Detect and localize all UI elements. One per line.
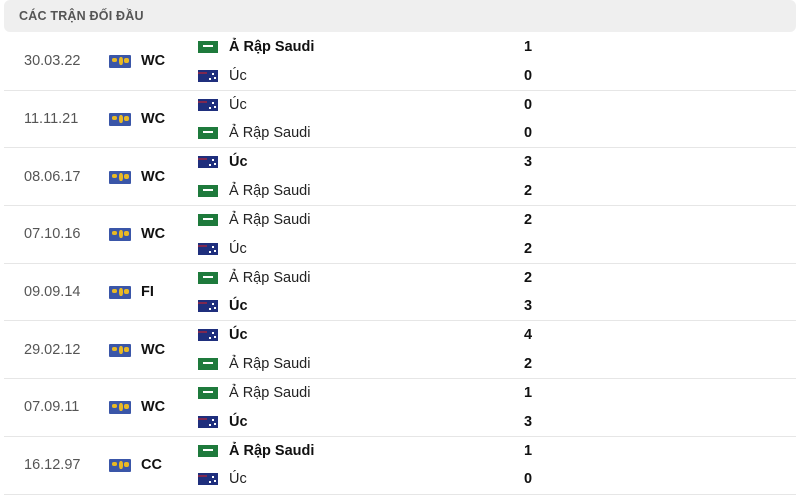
team-away[interactable]: Úc bbox=[198, 292, 248, 320]
team-away[interactable]: Úc bbox=[198, 62, 247, 90]
team-name: Úc bbox=[229, 154, 248, 171]
australia-flag-icon bbox=[198, 473, 218, 486]
australia-flag-icon bbox=[198, 329, 218, 342]
saudi-flag-icon bbox=[198, 444, 218, 457]
team-home[interactable]: Úc bbox=[198, 148, 248, 176]
home-score: 1 bbox=[524, 442, 533, 459]
match-date: 08.06.17 bbox=[24, 168, 81, 185]
match-row[interactable]: 09.09.14 FI Ả Rập Saudi Úc 2 3 bbox=[4, 264, 796, 322]
section-title: CÁC TRẬN ĐỐI ĐẦU bbox=[19, 9, 144, 23]
saudi-flag-icon bbox=[198, 184, 218, 197]
section-header: CÁC TRẬN ĐỐI ĐẦU bbox=[4, 0, 796, 32]
match-date: 30.03.22 bbox=[24, 53, 81, 70]
match-row[interactable]: 08.06.17 WC Úc Ả Rập Saudi 3 2 bbox=[4, 148, 796, 207]
team-away[interactable]: Ả Rập Saudi bbox=[198, 350, 310, 378]
match-date: 11.11.21 bbox=[24, 111, 79, 128]
australia-flag-icon bbox=[198, 300, 218, 313]
home-score: 1 bbox=[524, 385, 533, 402]
competition-world-icon bbox=[109, 286, 131, 300]
away-score: 3 bbox=[524, 413, 533, 430]
away-score: 3 bbox=[524, 298, 533, 315]
saudi-flag-icon bbox=[198, 127, 218, 140]
competition-world-icon bbox=[109, 228, 131, 242]
team-name: Ả Rập Saudi bbox=[229, 269, 311, 286]
team-name: Ả Rập Saudi bbox=[229, 39, 315, 55]
team-name: Úc bbox=[229, 298, 248, 315]
away-score: 2 bbox=[524, 355, 533, 372]
competition-label: WC bbox=[141, 399, 166, 416]
competition-label: CC bbox=[141, 457, 162, 474]
australia-flag-icon bbox=[198, 98, 218, 111]
match-date: 29.02.12 bbox=[24, 341, 81, 358]
team-name: Úc bbox=[229, 327, 248, 344]
home-score: 3 bbox=[524, 154, 533, 171]
team-home[interactable]: Ả Rập Saudi bbox=[198, 264, 310, 292]
match-date: 09.09.14 bbox=[24, 284, 81, 301]
saudi-flag-icon bbox=[198, 387, 218, 400]
away-score: 2 bbox=[524, 182, 533, 199]
match-date: 07.09.11 bbox=[24, 399, 80, 416]
team-name: Úc bbox=[229, 413, 248, 430]
competition-world-icon bbox=[109, 170, 131, 184]
competition-world-icon bbox=[109, 55, 131, 69]
match-row[interactable]: 29.02.12 WC Úc Ả Rập Saudi 4 2 bbox=[4, 321, 796, 380]
saudi-flag-icon bbox=[198, 357, 218, 370]
team-away[interactable]: Ả Rập Saudi bbox=[198, 119, 310, 147]
team-name: Ả Rập Saudi bbox=[229, 125, 311, 142]
team-name: Úc bbox=[229, 67, 247, 84]
competition-label: WC bbox=[141, 111, 166, 128]
team-name: Ả Rập Saudi bbox=[229, 182, 311, 199]
australia-flag-icon bbox=[198, 415, 218, 428]
team-home[interactable]: Ả Rập Saudi bbox=[198, 379, 310, 407]
competition-world-icon bbox=[109, 343, 131, 357]
match-row[interactable]: 30.03.22 WC Ả Rập Saudi Úc 1 0 bbox=[4, 33, 796, 91]
team-name: Ả Rập Saudi bbox=[229, 355, 311, 372]
match-list: 30.03.22 WC Ả Rập Saudi Úc 1 0 11.11.21 W… bbox=[4, 33, 796, 495]
team-home[interactable]: Ả Rập Saudi bbox=[198, 437, 314, 465]
australia-flag-icon bbox=[198, 156, 218, 169]
competition-label: FI bbox=[141, 284, 154, 301]
match-row[interactable]: 11.11.21 WC Úc Ả Rập Saudi 0 0 bbox=[4, 91, 796, 149]
away-score: 0 bbox=[524, 67, 533, 84]
match-row[interactable]: 16.12.97 CC Ả Rập Saudi Úc 1 0 bbox=[4, 437, 796, 495]
competition-label: WC bbox=[141, 341, 166, 358]
competition-world-icon bbox=[109, 113, 131, 127]
away-score: 0 bbox=[524, 471, 533, 488]
team-name: Ả Rập Saudi bbox=[229, 442, 315, 459]
team-name: Ả Rập Saudi bbox=[229, 385, 311, 402]
competition-world-icon bbox=[109, 401, 131, 415]
away-score: 0 bbox=[524, 125, 533, 142]
match-date: 07.10.16 bbox=[24, 226, 81, 243]
away-score: 2 bbox=[524, 240, 533, 257]
team-home[interactable]: Úc bbox=[198, 321, 248, 349]
home-score: 4 bbox=[524, 327, 533, 344]
competition-world-icon bbox=[109, 459, 131, 473]
saudi-flag-icon bbox=[198, 271, 218, 284]
team-home[interactable]: Úc bbox=[198, 91, 247, 119]
team-away[interactable]: Ả Rập Saudi bbox=[198, 177, 310, 205]
home-score: 0 bbox=[524, 96, 533, 113]
saudi-flag-icon bbox=[198, 41, 218, 53]
saudi-flag-icon bbox=[198, 214, 218, 227]
team-home[interactable]: Ả Rập Saudi bbox=[198, 206, 310, 234]
team-home[interactable]: Ả Rập Saudi bbox=[198, 33, 314, 61]
australia-flag-icon bbox=[198, 69, 218, 82]
home-score: 2 bbox=[524, 212, 533, 229]
team-away[interactable]: Úc bbox=[198, 408, 248, 436]
competition-label: WC bbox=[141, 168, 166, 185]
team-name: Ả Rập Saudi bbox=[229, 212, 311, 229]
competition-label: WC bbox=[141, 226, 166, 243]
home-score: 2 bbox=[524, 269, 533, 286]
team-name: Úc bbox=[229, 240, 247, 257]
competition-label: WC bbox=[141, 53, 166, 70]
team-away[interactable]: Úc bbox=[198, 465, 247, 493]
team-name: Úc bbox=[229, 96, 247, 113]
home-score: 1 bbox=[524, 39, 533, 55]
team-away[interactable]: Úc bbox=[198, 235, 247, 263]
australia-flag-icon bbox=[198, 242, 218, 255]
match-row[interactable]: 07.10.16 WC Ả Rập Saudi Úc 2 2 bbox=[4, 206, 796, 264]
match-date: 16.12.97 bbox=[24, 457, 81, 474]
match-row[interactable]: 07.09.11 WC Ả Rập Saudi Úc 1 3 bbox=[4, 379, 796, 437]
team-name: Úc bbox=[229, 471, 247, 488]
